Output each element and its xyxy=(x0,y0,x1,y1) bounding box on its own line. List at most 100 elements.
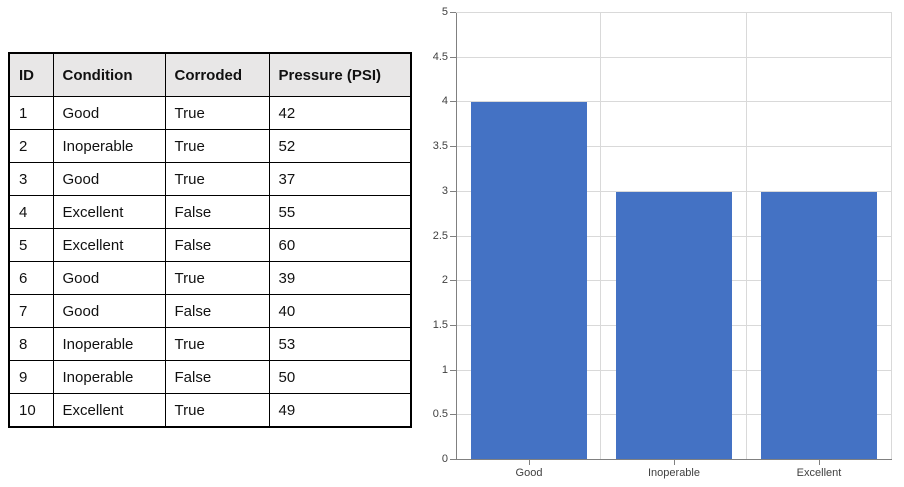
table-cell: 53 xyxy=(268,327,412,361)
table-cell: Inoperable xyxy=(52,327,166,361)
table-header-cell: Condition xyxy=(52,52,166,97)
table-cell: 39 xyxy=(268,261,412,295)
y-axis-tick xyxy=(450,146,456,148)
y-axis-tick xyxy=(450,459,456,460)
table-cell: 42 xyxy=(268,96,412,130)
table-cell: Excellent xyxy=(52,393,166,428)
table-cell: Excellent xyxy=(52,228,166,262)
table-cell: True xyxy=(164,327,270,361)
table-cell: 7 xyxy=(8,294,54,328)
x-axis-tick xyxy=(674,460,675,465)
table-row: 10 Excellent True 49 xyxy=(8,393,412,428)
table-cell: 60 xyxy=(268,228,412,262)
grid-line-h xyxy=(456,190,892,192)
y-tick-label: 1 xyxy=(441,363,448,376)
x-axis-tick xyxy=(819,460,820,465)
bar-inoperable xyxy=(616,192,732,459)
table-cell: True xyxy=(164,96,270,130)
table-cell: False xyxy=(164,228,270,262)
y-axis-tick xyxy=(450,414,456,416)
table-cell: 49 xyxy=(268,393,412,428)
grid-line-h xyxy=(456,101,892,103)
y-axis-tick xyxy=(450,324,456,326)
y-axis-line xyxy=(456,13,457,460)
grid-line-v xyxy=(891,13,892,460)
table-cell: Good xyxy=(52,96,166,130)
table-cell: True xyxy=(164,129,270,163)
table-cell: False xyxy=(164,360,270,394)
y-axis-tick xyxy=(450,101,456,103)
table-header-cell: Corroded xyxy=(164,52,270,97)
table-cell: 40 xyxy=(268,294,412,328)
bar-excellent xyxy=(761,192,877,459)
table-row: 9 Inoperable False 50 xyxy=(8,360,412,394)
table-cell: True xyxy=(164,162,270,196)
y-tick-label: 2 xyxy=(441,274,448,287)
table-cell: False xyxy=(164,294,270,328)
bar-chart: 0 0.5 1 1.5 2 2.5 3 3.5 4 4.5 5 Good Inoperable Excel… xyxy=(420,0,904,487)
y-axis-tick xyxy=(450,190,456,192)
table-cell: 9 xyxy=(8,360,54,394)
y-tick-label: 5 xyxy=(441,6,448,18)
table-cell: Good xyxy=(52,261,166,295)
grid-line-h xyxy=(456,12,892,13)
y-tick-label: 3.5 xyxy=(432,140,448,153)
y-axis-tick xyxy=(450,12,456,13)
table-row: 8 Inoperable True 53 xyxy=(8,327,412,361)
table-cell: Inoperable xyxy=(52,360,166,394)
table-cell: 8 xyxy=(8,327,54,361)
table-cell: 4 xyxy=(8,195,54,229)
table-header-cell: ID xyxy=(8,52,54,97)
table-row: 2 Inoperable True 52 xyxy=(8,129,412,163)
table-row: 3 Good True 37 xyxy=(8,162,412,196)
table-cell: 6 xyxy=(8,261,54,295)
y-tick-label: 0 xyxy=(441,453,448,465)
y-axis-tick xyxy=(450,280,456,282)
y-tick-label: 0.5 xyxy=(432,408,448,421)
table-row: 4 Excellent False 55 xyxy=(8,195,412,229)
table-cell: Good xyxy=(52,294,166,328)
table-cell: 10 xyxy=(8,393,54,428)
bar-good xyxy=(471,102,587,459)
table-cell: True xyxy=(164,393,270,428)
grid-line-h xyxy=(456,56,892,58)
table-cell: 37 xyxy=(268,162,412,196)
table-cell: 3 xyxy=(8,162,54,196)
table-cell: True xyxy=(164,261,270,295)
x-tick-label: Excellent xyxy=(796,467,842,479)
x-axis-line xyxy=(456,459,892,460)
y-tick-label: 1.5 xyxy=(432,318,448,331)
x-axis-tick xyxy=(529,460,530,465)
x-tick-label: Good xyxy=(515,467,543,479)
table-cell: Excellent xyxy=(52,195,166,229)
table-row: 6 Good True 39 xyxy=(8,261,412,295)
y-tick-label: 4.5 xyxy=(432,50,448,63)
y-tick-label: 4 xyxy=(441,95,448,108)
table-cell: 1 xyxy=(8,96,54,130)
chart-plot-area xyxy=(456,12,892,460)
table-cell: 5 xyxy=(8,228,54,262)
table-cell: Inoperable xyxy=(52,129,166,163)
grid-line-h xyxy=(456,146,892,148)
table-row: 5 Excellent False 60 xyxy=(8,228,412,262)
table-header-cell: Pressure (PSI) xyxy=(268,52,412,97)
y-tick-label: 3 xyxy=(441,184,448,197)
grid-line-v xyxy=(600,13,601,460)
table-cell: 50 xyxy=(268,360,412,394)
pipes-data-table: ID Condition Corroded Pressure (PSI) 1 Good T… xyxy=(8,52,412,428)
y-tick-label: 2.5 xyxy=(432,229,448,242)
table-header-row: ID Condition Corroded Pressure (PSI) xyxy=(8,52,412,97)
table-cell: 55 xyxy=(268,195,412,229)
table-cell: Good xyxy=(52,162,166,196)
table-cell: 2 xyxy=(8,129,54,163)
x-tick-label: Inoperable xyxy=(648,467,700,479)
y-axis-tick xyxy=(450,369,456,371)
table-row: 1 Good True 42 xyxy=(8,96,412,130)
y-axis-tick xyxy=(450,235,456,237)
grid-line-v xyxy=(746,13,747,460)
table-cell: 52 xyxy=(268,129,412,163)
table-cell: False xyxy=(164,195,270,229)
table-row: 7 Good False 40 xyxy=(8,294,412,328)
y-axis-tick xyxy=(450,56,456,58)
